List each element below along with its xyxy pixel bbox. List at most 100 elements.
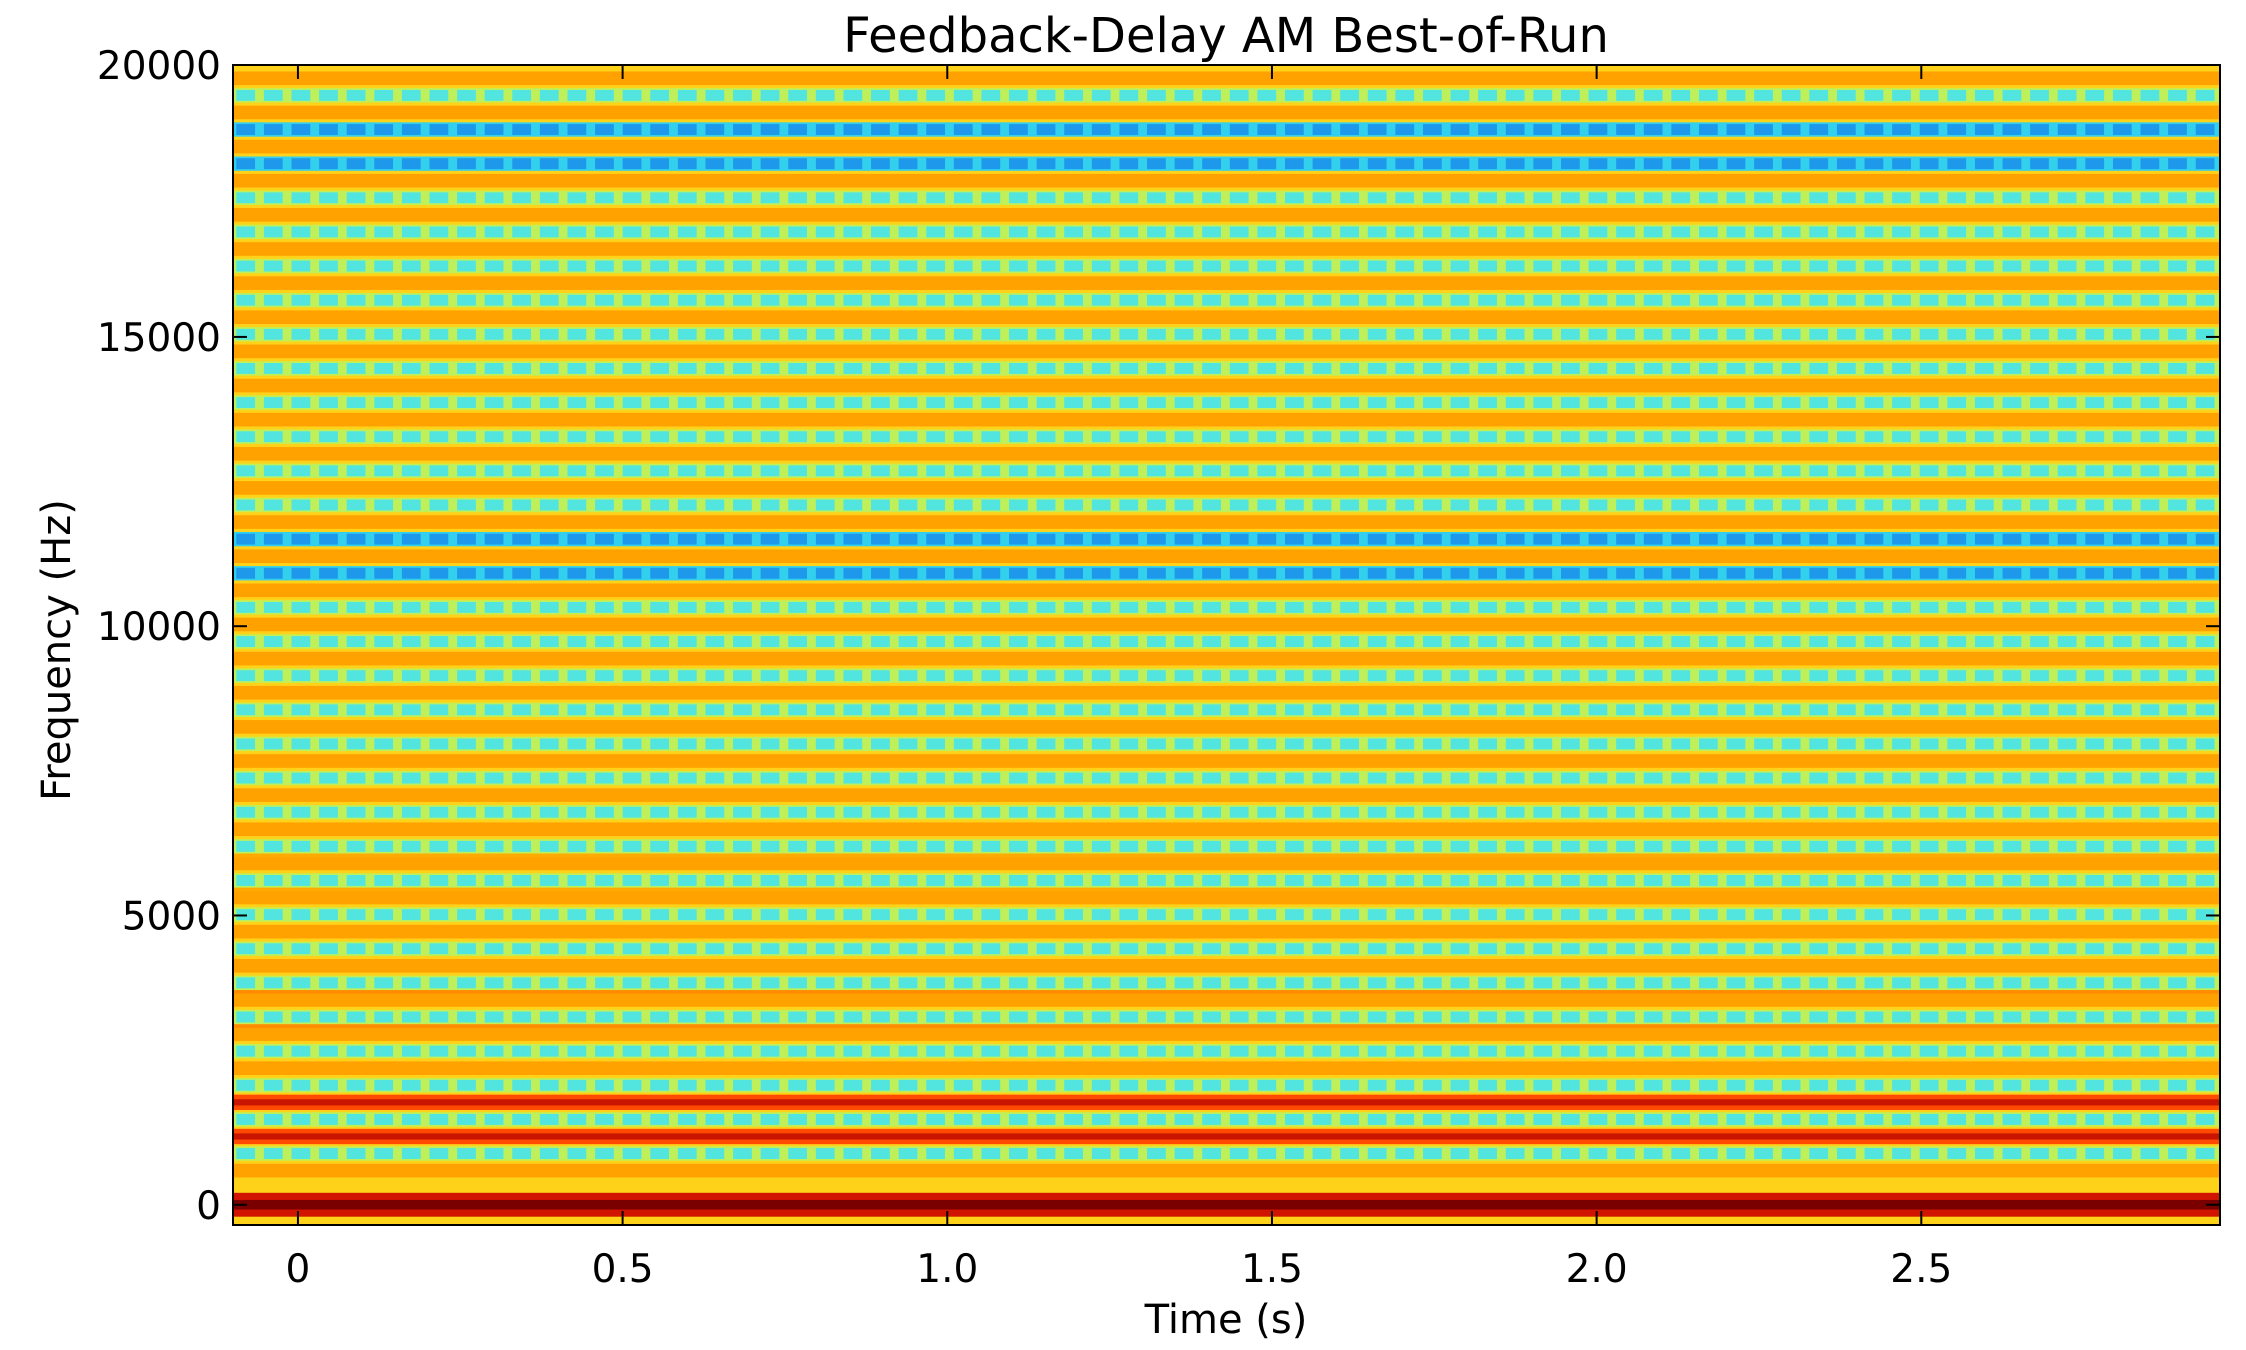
null-row bbox=[233, 293, 2220, 308]
null-segment bbox=[2168, 1045, 2187, 1057]
null-segment bbox=[1174, 704, 1194, 716]
null-segment bbox=[1395, 260, 1415, 272]
null-segment bbox=[1064, 363, 1083, 374]
null-segment bbox=[2112, 124, 2132, 135]
null-segment bbox=[1147, 909, 1166, 921]
null-segment bbox=[650, 431, 670, 443]
null-segment bbox=[319, 499, 338, 511]
null-segment bbox=[1533, 363, 1553, 374]
harmonic-band bbox=[233, 1027, 2220, 1041]
null-segment bbox=[677, 909, 697, 921]
null-segment bbox=[1395, 124, 1415, 135]
null-segment bbox=[1450, 875, 1470, 886]
null-segment bbox=[2112, 431, 2132, 443]
null-segment bbox=[1450, 806, 1470, 818]
null-segment bbox=[1643, 670, 1663, 682]
null-segment bbox=[429, 704, 449, 716]
null-segment bbox=[1726, 397, 1746, 409]
null-segment bbox=[1340, 567, 1359, 579]
null-segment bbox=[1202, 192, 1221, 204]
null-segment bbox=[319, 601, 338, 613]
null-segment bbox=[1671, 875, 1691, 886]
null-segment bbox=[1147, 670, 1166, 682]
null-segment bbox=[1036, 1148, 1056, 1159]
null-segment bbox=[567, 465, 587, 477]
null-segment bbox=[1147, 294, 1166, 306]
null-segment bbox=[236, 977, 256, 989]
null-segment bbox=[2140, 738, 2160, 750]
null-segment bbox=[1119, 89, 1139, 101]
null-segment bbox=[650, 840, 670, 852]
null-segment bbox=[1009, 1011, 1028, 1023]
null-segment bbox=[1009, 704, 1028, 716]
null-segment bbox=[705, 601, 725, 613]
null-segment bbox=[2085, 124, 2105, 135]
null-segment bbox=[429, 875, 449, 886]
null-segment bbox=[1698, 465, 1718, 477]
null-segment bbox=[1257, 397, 1277, 409]
null-segment bbox=[871, 909, 890, 921]
null-segment bbox=[1616, 670, 1635, 682]
null-segment bbox=[1036, 1079, 1056, 1091]
null-segment bbox=[1285, 499, 1304, 511]
null-segment bbox=[1726, 909, 1746, 921]
null-segment bbox=[1643, 772, 1663, 784]
null-segment bbox=[1560, 738, 1580, 750]
null-segment bbox=[2030, 738, 2049, 750]
null-segment bbox=[1836, 226, 1856, 238]
null-segment bbox=[650, 533, 670, 545]
null-segment bbox=[1478, 1148, 1497, 1159]
null-segment bbox=[236, 465, 256, 477]
null-segment bbox=[733, 806, 752, 818]
null-segment bbox=[1643, 943, 1663, 955]
null-segment bbox=[2057, 226, 2077, 238]
null-segment bbox=[263, 192, 283, 204]
null-segment bbox=[1478, 806, 1497, 818]
null-segment bbox=[1174, 601, 1194, 613]
null-segment bbox=[622, 1045, 642, 1057]
null-segment bbox=[2195, 704, 2215, 716]
null-segment bbox=[705, 1113, 725, 1125]
null-segment bbox=[981, 738, 1001, 750]
null-segment bbox=[512, 158, 532, 170]
null-segment bbox=[1312, 567, 1332, 579]
null-segment bbox=[429, 363, 449, 374]
null-segment bbox=[2195, 601, 2215, 613]
null-segment bbox=[1809, 1079, 1829, 1091]
null-segment bbox=[2195, 158, 2215, 170]
null-segment bbox=[953, 294, 973, 306]
null-segment bbox=[1698, 363, 1718, 374]
null-segment bbox=[1919, 431, 1939, 443]
null-segment bbox=[319, 909, 338, 921]
null-segment bbox=[1174, 636, 1194, 647]
null-segment bbox=[1312, 260, 1332, 272]
null-segment bbox=[263, 1045, 283, 1057]
null-segment bbox=[733, 260, 752, 272]
null-segment bbox=[2030, 1113, 2049, 1125]
null-segment bbox=[1754, 397, 1773, 409]
null-segment bbox=[401, 124, 421, 135]
null-segment bbox=[263, 601, 283, 613]
null-segment bbox=[236, 328, 256, 340]
null-segment bbox=[1478, 124, 1497, 135]
null-segment bbox=[1892, 397, 1911, 409]
null-segment bbox=[567, 294, 587, 306]
null-segment bbox=[705, 1011, 725, 1023]
null-segment bbox=[1367, 226, 1387, 238]
null-segment bbox=[2057, 124, 2077, 135]
null-segment bbox=[2223, 773, 2242, 784]
null-segment bbox=[1367, 89, 1387, 101]
null-segment bbox=[457, 260, 476, 272]
null-segment bbox=[1450, 567, 1470, 579]
null-segment bbox=[1919, 499, 1939, 511]
null-segment bbox=[1009, 1045, 1028, 1057]
null-segment bbox=[1864, 636, 1884, 647]
null-segment bbox=[1478, 840, 1497, 852]
null-segment bbox=[539, 533, 559, 545]
null-segment bbox=[2002, 397, 2022, 409]
null-segment bbox=[1395, 397, 1415, 409]
null-segment bbox=[2168, 909, 2187, 921]
null-segment bbox=[1726, 1113, 1746, 1125]
null-segment bbox=[1671, 294, 1691, 306]
null-segment bbox=[1726, 943, 1746, 955]
